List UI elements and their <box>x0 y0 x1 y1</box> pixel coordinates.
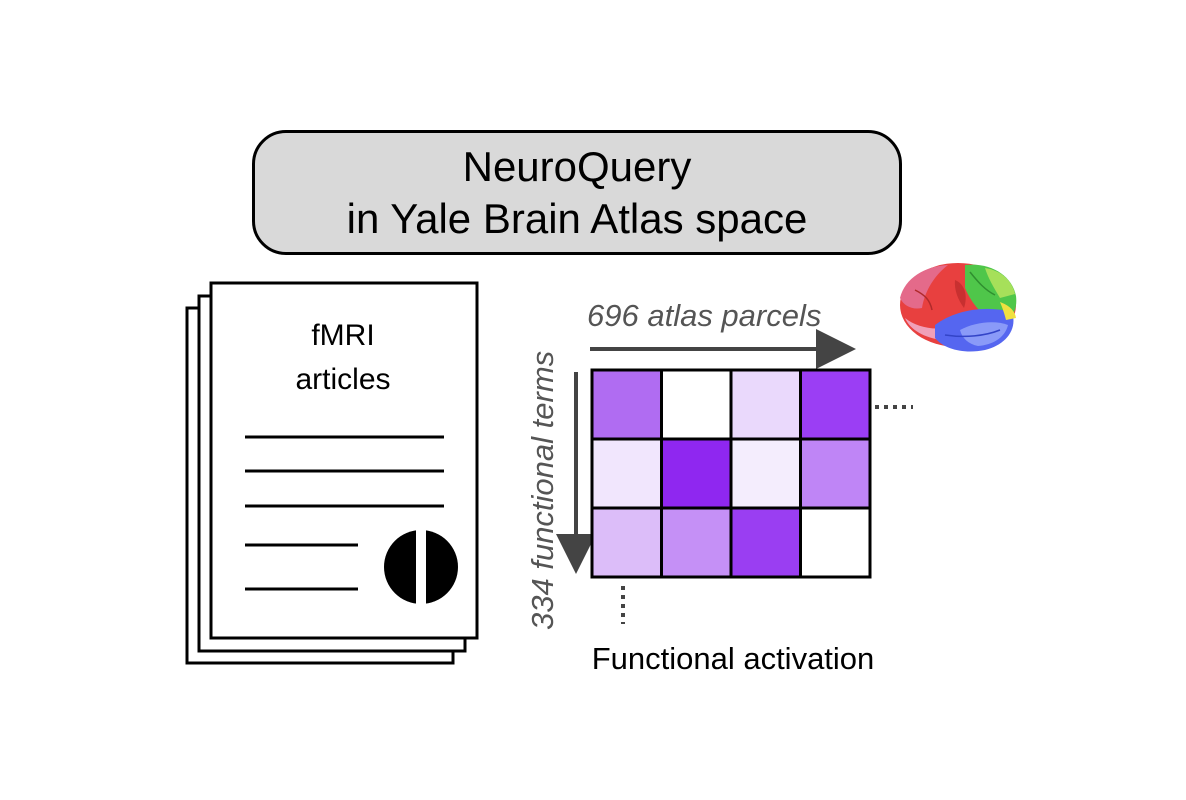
matrix-cell <box>729 506 802 579</box>
matrix-cell <box>660 437 733 510</box>
columns-axis-label: 696 atlas parcels <box>587 298 821 333</box>
matrix-cell <box>729 368 802 441</box>
matrix-caption: Functional activation <box>592 641 875 676</box>
matrix-cell <box>660 368 733 441</box>
rows-axis-label: 334 functional terms <box>525 351 560 630</box>
title-box: NeuroQuery in Yale Brain Atlas space <box>252 130 902 255</box>
matrix-cell <box>799 437 872 510</box>
matrix-cell <box>590 437 663 510</box>
matrix-cell <box>660 506 733 579</box>
articles-label-line-1: fMRI <box>311 319 374 352</box>
matrix-cell <box>799 368 872 441</box>
neuroquery-logo-icon <box>384 527 458 607</box>
articles-label-line-2: articles <box>295 363 390 396</box>
activation-matrix <box>590 368 872 579</box>
matrix-cell <box>799 506 872 579</box>
document-stack: fMRI articles <box>185 281 479 665</box>
matrix-cell <box>729 437 802 510</box>
matrix-cell <box>590 506 663 579</box>
brain-atlas-icon <box>900 263 1017 352</box>
title-line-2: in Yale Brain Atlas space <box>346 194 808 242</box>
matrix-cell <box>590 368 663 441</box>
title-line-1: NeuroQuery <box>462 142 692 190</box>
